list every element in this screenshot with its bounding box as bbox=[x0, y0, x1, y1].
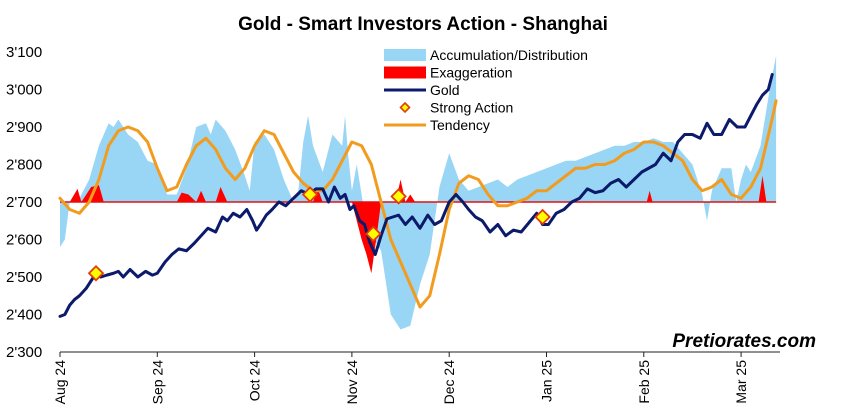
plot-area bbox=[58, 52, 780, 352]
y-axis: 2'300 2'400 2'500 2'600 2'700 2'800 2'900 3'000… bbox=[6, 44, 42, 361]
legend-label: Strong Action bbox=[430, 100, 513, 116]
strong-action-marker bbox=[87, 264, 105, 282]
x-tick-label: Feb 25 bbox=[636, 360, 652, 404]
strong-action-marker bbox=[365, 225, 382, 243]
legend-label: Accumulation/Distribution bbox=[430, 47, 588, 63]
watermark: Pretiorates.com bbox=[672, 331, 816, 352]
y-tick-label: 2'700 bbox=[6, 194, 42, 211]
tendency-line bbox=[58, 99, 778, 309]
y-tick-label: 2'600 bbox=[6, 232, 42, 249]
y-tick-label: 2'300 bbox=[6, 344, 42, 361]
legend-swatch bbox=[384, 66, 426, 79]
x-axis: Aug 24 Sep 24 Oct 24 Nov 24 Dec 24 Jan 25 Feb … bbox=[52, 351, 780, 405]
accumulation-distribution-area bbox=[60, 55, 777, 330]
x-tick-label: Sep 24 bbox=[149, 360, 165, 405]
y-tick-label: 2'900 bbox=[6, 119, 42, 136]
gold-line bbox=[58, 73, 774, 318]
x-tick-label: Oct 24 bbox=[247, 360, 263, 401]
chart-title: Gold - Smart Investors Action - Shanghai bbox=[238, 14, 608, 35]
x-tick-label: Dec 24 bbox=[441, 360, 457, 405]
legend: Accumulation/Distribution ExaggerationGol… bbox=[384, 47, 588, 133]
y-tick-label: 2'500 bbox=[6, 269, 42, 286]
y-tick-label: 3'100 bbox=[6, 44, 42, 61]
legend-swatch bbox=[399, 101, 411, 114]
x-tick-label: Aug 24 bbox=[52, 360, 68, 405]
strong-action-marker bbox=[301, 186, 319, 203]
y-tick-label: 3'000 bbox=[6, 82, 42, 99]
legend-swatch bbox=[384, 49, 426, 61]
legend-label: Gold bbox=[430, 82, 460, 98]
x-tick-label: Mar 25 bbox=[733, 360, 749, 404]
strong-action-marker bbox=[534, 208, 551, 226]
legend-label: Exaggeration bbox=[430, 65, 513, 81]
y-tick-label: 2'800 bbox=[6, 157, 42, 174]
legend-label: Tendency bbox=[430, 117, 490, 133]
strong-action-marker bbox=[390, 188, 407, 205]
x-tick-label: Nov 24 bbox=[344, 360, 360, 405]
x-tick-label: Jan 25 bbox=[538, 360, 554, 402]
y-tick-label: 2'400 bbox=[6, 307, 42, 324]
